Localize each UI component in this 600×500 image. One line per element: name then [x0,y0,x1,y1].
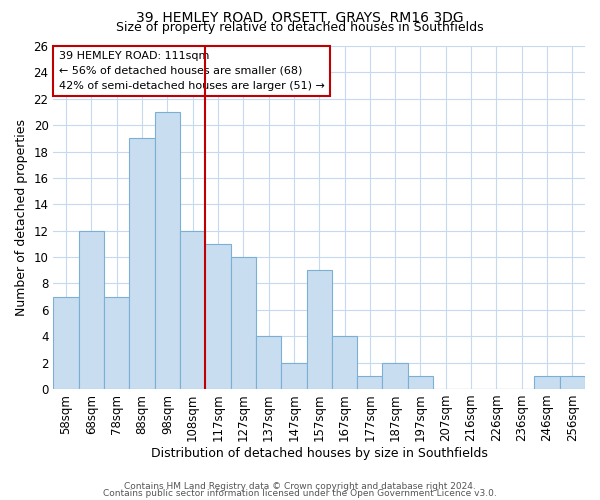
Bar [307,270,332,389]
Text: Contains public sector information licensed under the Open Government Licence v3: Contains public sector information licen… [103,489,497,498]
Bar [205,244,230,389]
X-axis label: Distribution of detached houses by size in Southfields: Distribution of detached houses by size … [151,447,488,460]
Bar [53,296,79,389]
Bar [332,336,357,389]
Text: Size of property relative to detached houses in Southfields: Size of property relative to detached ho… [116,22,484,35]
Bar [230,257,256,389]
Bar [155,112,180,389]
Bar [130,138,155,389]
Bar [180,230,205,389]
Bar [281,362,307,389]
Bar [104,296,130,389]
Bar [256,336,281,389]
Y-axis label: Number of detached properties: Number of detached properties [15,119,28,316]
Bar [357,376,382,389]
Text: 39, HEMLEY ROAD, ORSETT, GRAYS, RM16 3DG: 39, HEMLEY ROAD, ORSETT, GRAYS, RM16 3DG [136,11,464,25]
Bar [560,376,585,389]
Bar [535,376,560,389]
Bar [79,230,104,389]
Bar [382,362,408,389]
Text: Contains HM Land Registry data © Crown copyright and database right 2024.: Contains HM Land Registry data © Crown c… [124,482,476,491]
Bar [408,376,433,389]
Text: 39 HEMLEY ROAD: 111sqm
← 56% of detached houses are smaller (68)
42% of semi-det: 39 HEMLEY ROAD: 111sqm ← 56% of detached… [59,51,325,90]
